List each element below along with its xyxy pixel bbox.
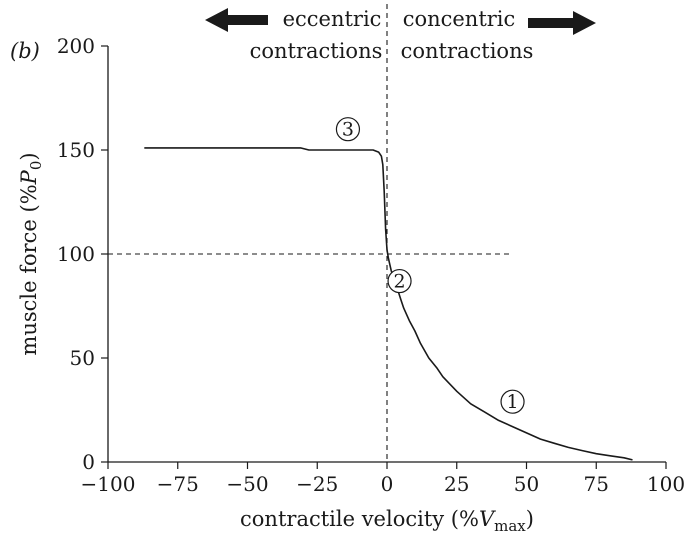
- x-axis-title: contractile velocity (%Vmax): [240, 507, 534, 535]
- x-axis: −100 −75 −50 −25 0 25 50 75 100: [81, 461, 685, 496]
- force-velocity-curve: [144, 147, 633, 461]
- concentric-label-line1: concentric: [403, 7, 516, 31]
- marker-circle: [500, 389, 525, 414]
- y-tick-label: 200: [57, 34, 95, 58]
- x-tick-label: 25: [444, 472, 469, 496]
- x-tick-label: 50: [514, 472, 539, 496]
- x-tick-label: −50: [226, 472, 268, 496]
- marker-label: 2: [394, 271, 406, 293]
- left-arrow-icon: [205, 8, 268, 32]
- y-tick-label: 0: [82, 450, 95, 474]
- x-tick-label: −25: [296, 472, 338, 496]
- reference-lines: [108, 4, 513, 462]
- eccentric-label-line1: eccentric: [283, 7, 382, 31]
- x-tick-label: 75: [584, 472, 609, 496]
- region-label-eccentric: eccentric contractions: [205, 7, 382, 63]
- eccentric-label-line2: contractions: [250, 39, 383, 63]
- y-tick-label: 50: [70, 346, 95, 370]
- region-label-concentric: concentric contractions: [401, 7, 596, 63]
- y-axis-title: muscle force (%P0): [17, 152, 45, 355]
- curve-markers: 3 2 1: [335, 117, 525, 414]
- y-tick-label: 100: [57, 242, 95, 266]
- panel-label: (b): [10, 39, 40, 63]
- y-axis: 0 50 100 150 200: [57, 34, 109, 474]
- marker-label: 1: [507, 391, 519, 413]
- x-tick-label: −75: [157, 472, 199, 496]
- right-arrow-icon: [528, 11, 596, 35]
- marker-circle: [335, 117, 361, 142]
- x-tick-label: −100: [81, 472, 136, 496]
- y-tick-label: 150: [57, 138, 95, 162]
- x-tick-label: 100: [647, 472, 685, 496]
- x-tick-label: 0: [381, 472, 394, 496]
- marker-label: 3: [342, 119, 354, 141]
- concentric-label-line2: contractions: [401, 39, 534, 63]
- marker-circle: [387, 268, 412, 294]
